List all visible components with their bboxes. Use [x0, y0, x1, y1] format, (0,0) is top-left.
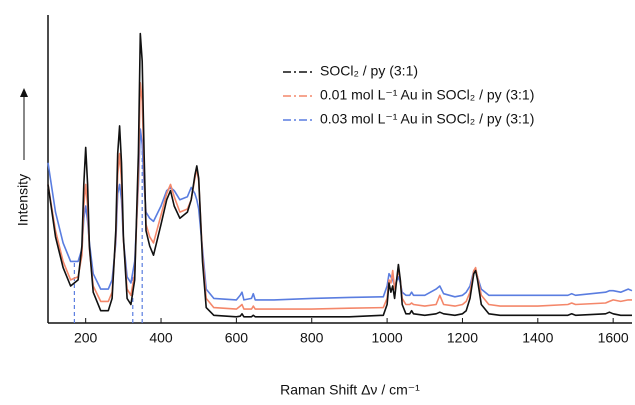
legend-label: 0.03 mol L⁻¹ Au in SOCl₂ / py (3:1)	[320, 111, 534, 127]
legend-label: SOCl₂ / py (3:1)	[320, 63, 418, 79]
x-tick-label: 600	[225, 330, 249, 346]
x-tick-label: 1000	[372, 330, 403, 346]
x-tick-label: 400	[149, 330, 173, 346]
x-tick-label: 1400	[522, 330, 553, 346]
x-tick-label: 800	[300, 330, 324, 346]
x-tick-label: 1600	[598, 330, 629, 346]
series-line	[47, 32, 632, 318]
y-arrow-head	[20, 88, 28, 97]
x-tick-label: 1200	[447, 330, 478, 346]
legend-label: 0.01 mol L⁻¹ Au in SOCl₂ / py (3:1)	[320, 87, 534, 103]
x-axis-label: Raman Shift Δν / cm⁻¹	[280, 382, 420, 398]
x-tick-label: 200	[74, 330, 98, 346]
y-axis-label: Intensity	[15, 174, 31, 226]
